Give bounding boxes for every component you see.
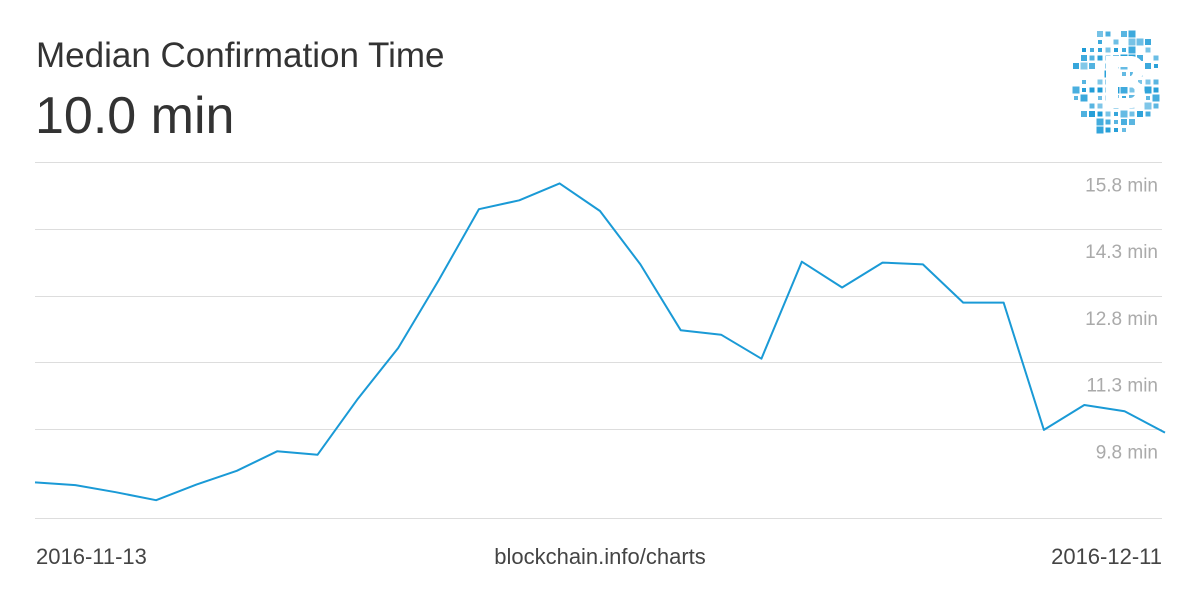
data-point[interactable]	[152, 496, 160, 504]
data-point[interactable]	[1040, 426, 1048, 434]
data-point[interactable]	[919, 260, 927, 268]
x-start-label: 2016-11-13	[36, 544, 147, 569]
data-point[interactable]	[354, 395, 362, 403]
y-tick-label: 11.3 min	[1087, 376, 1158, 397]
data-point[interactable]	[314, 451, 322, 459]
x-end-label: 2016-12-11	[1051, 544, 1162, 569]
y-tick-label: 9.8 min	[1096, 442, 1158, 463]
data-point[interactable]	[636, 260, 644, 268]
data-point[interactable]	[879, 259, 887, 267]
data-point[interactable]	[435, 276, 443, 284]
data-point[interactable]	[959, 299, 967, 307]
data-point[interactable]	[677, 326, 685, 334]
data-point[interactable]	[1121, 407, 1129, 415]
data-point[interactable]	[475, 205, 483, 213]
y-tick-label: 12.8 min	[1085, 309, 1158, 330]
data-point[interactable]	[798, 258, 806, 266]
data-point[interactable]	[596, 207, 604, 215]
data-point[interactable]	[515, 196, 523, 204]
series-line	[34, 182, 1166, 502]
chart-title: Median Confirmation Time	[36, 36, 445, 75]
data-point[interactable]	[233, 467, 241, 475]
data-point[interactable]	[112, 488, 120, 496]
data-point[interactable]	[273, 447, 281, 455]
data-point[interactable]	[1080, 401, 1088, 409]
current-value: 10.0 min	[35, 87, 235, 145]
data-point[interactable]	[1000, 299, 1008, 307]
source-link[interactable]: blockchain.info/charts	[494, 544, 706, 569]
y-tick-label: 15.8 min	[1085, 175, 1158, 196]
data-point[interactable]	[394, 344, 402, 352]
data-point[interactable]	[838, 283, 846, 291]
blockchain-bitcoin-logo-icon	[1072, 30, 1160, 134]
y-tick-label: 14.3 min	[1085, 242, 1158, 263]
data-point[interactable]	[71, 481, 79, 489]
data-point[interactable]	[192, 481, 200, 489]
data-point[interactable]	[31, 478, 39, 486]
data-point[interactable]	[757, 355, 765, 363]
data-point[interactable]	[717, 331, 725, 339]
data-point[interactable]	[1161, 429, 1169, 437]
data-point[interactable]	[556, 179, 564, 187]
